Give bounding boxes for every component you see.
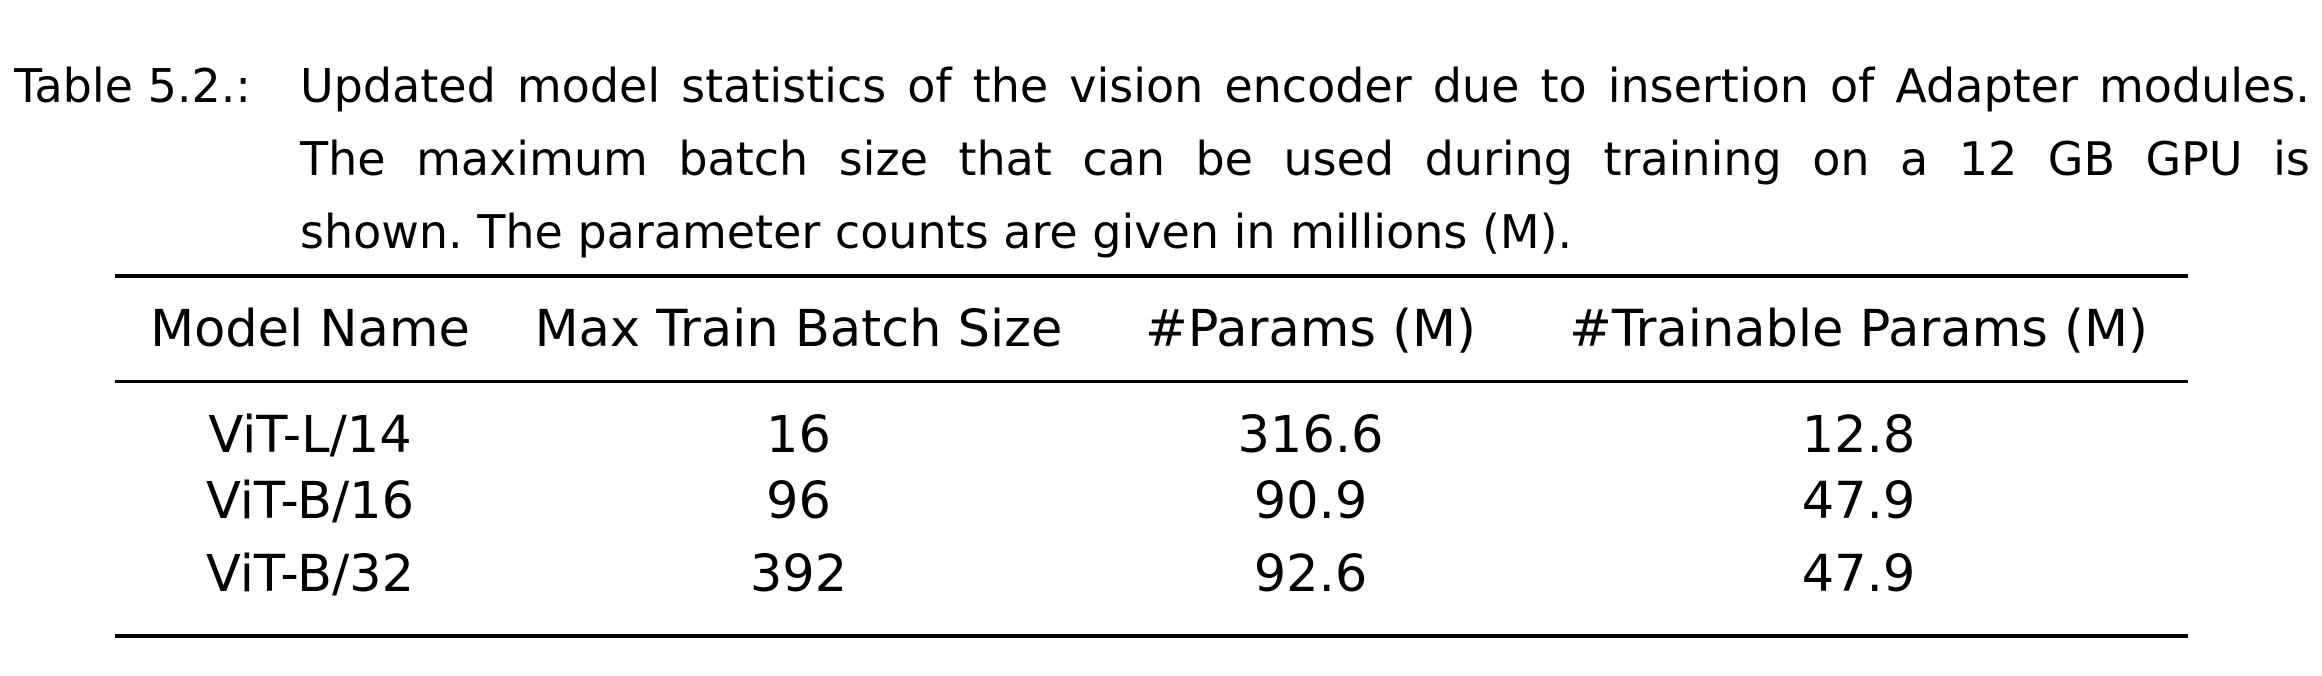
caption-word: due	[1432, 59, 1520, 113]
caption-word: of	[1829, 59, 1875, 113]
caption-word: model	[516, 59, 661, 113]
table-cell: 90.9	[1253, 472, 1368, 531]
caption-word: used	[1283, 132, 1395, 186]
caption-word: can	[1082, 132, 1165, 186]
caption-word: training	[1603, 132, 1782, 186]
table-row: ViT-B/32 392 92.6 47.9	[115, 538, 2188, 611]
table-header-row: Model Name Max Train Batch Size #Params …	[115, 278, 2188, 380]
table-cell: ViT-B/32	[205, 545, 415, 604]
caption-word: maximum	[416, 132, 648, 186]
caption-line: shown. The parameter counts are given in…	[300, 205, 1573, 259]
caption-label: Table 5.2.:	[14, 59, 251, 113]
table-cell: 47.9	[1801, 545, 1916, 604]
table-cell: 12.8	[1801, 406, 1916, 465]
caption-word: the	[972, 59, 1049, 113]
caption-word: size	[838, 132, 928, 186]
caption-word: on	[1812, 132, 1870, 186]
table-row: ViT-B/16 96 90.9 47.9	[115, 465, 2188, 538]
table-cell: 16	[766, 406, 831, 465]
caption-line: The maximum batch size that can be used during tr…	[300, 123, 2310, 196]
caption-line: Updated model statistics of the vision encoder…	[300, 50, 2310, 123]
caption-word: insertion	[1607, 59, 1809, 113]
caption-word: GB	[2047, 132, 2115, 186]
table-cell: 47.9	[1801, 472, 1916, 531]
table-cell: 92.6	[1253, 545, 1368, 604]
column-header: Max Train Batch Size	[534, 299, 1063, 359]
column-header: #Trainable Params (M)	[1569, 299, 2148, 359]
caption-word: be	[1195, 132, 1253, 186]
caption-word: vision	[1069, 59, 1204, 113]
caption-word: Updated	[300, 59, 496, 113]
caption-word: a	[1900, 132, 1929, 186]
caption-word: batch	[678, 132, 809, 186]
table-cell: ViT-B/16	[205, 472, 415, 531]
table-cell: 392	[749, 545, 848, 604]
table-cell: 96	[766, 472, 831, 531]
caption-word: modules.	[2098, 59, 2310, 113]
caption-word: is	[2273, 132, 2310, 186]
caption-word: statistics	[681, 59, 887, 113]
caption-word: The	[300, 132, 386, 186]
caption-word: of	[907, 59, 952, 113]
table-cell: ViT-L/14	[208, 406, 412, 465]
table-header-rule	[115, 380, 2188, 383]
caption-word: GPU	[2145, 132, 2243, 186]
table-row: ViT-L/14 16 316.6 12.8	[115, 380, 2188, 465]
caption-word: during	[1424, 132, 1574, 186]
table-cell: 316.6	[1237, 406, 1384, 465]
caption-word: to	[1540, 59, 1587, 113]
table-caption: Table 5.2.: Updated model statistics of the v…	[0, 50, 2322, 269]
model-statistics-table: Model Name Max Train Batch Size #Params …	[115, 278, 2188, 611]
table-top-rule	[115, 274, 2188, 278]
table-bottom-rule	[115, 634, 2188, 638]
caption-word: that	[958, 132, 1052, 186]
caption-word: 12	[1958, 132, 2018, 186]
caption-word: Adapter	[1895, 59, 2078, 113]
column-header: #Params (M)	[1145, 299, 1476, 359]
caption-word: encoder	[1224, 59, 1412, 113]
column-header: Model Name	[150, 299, 470, 359]
